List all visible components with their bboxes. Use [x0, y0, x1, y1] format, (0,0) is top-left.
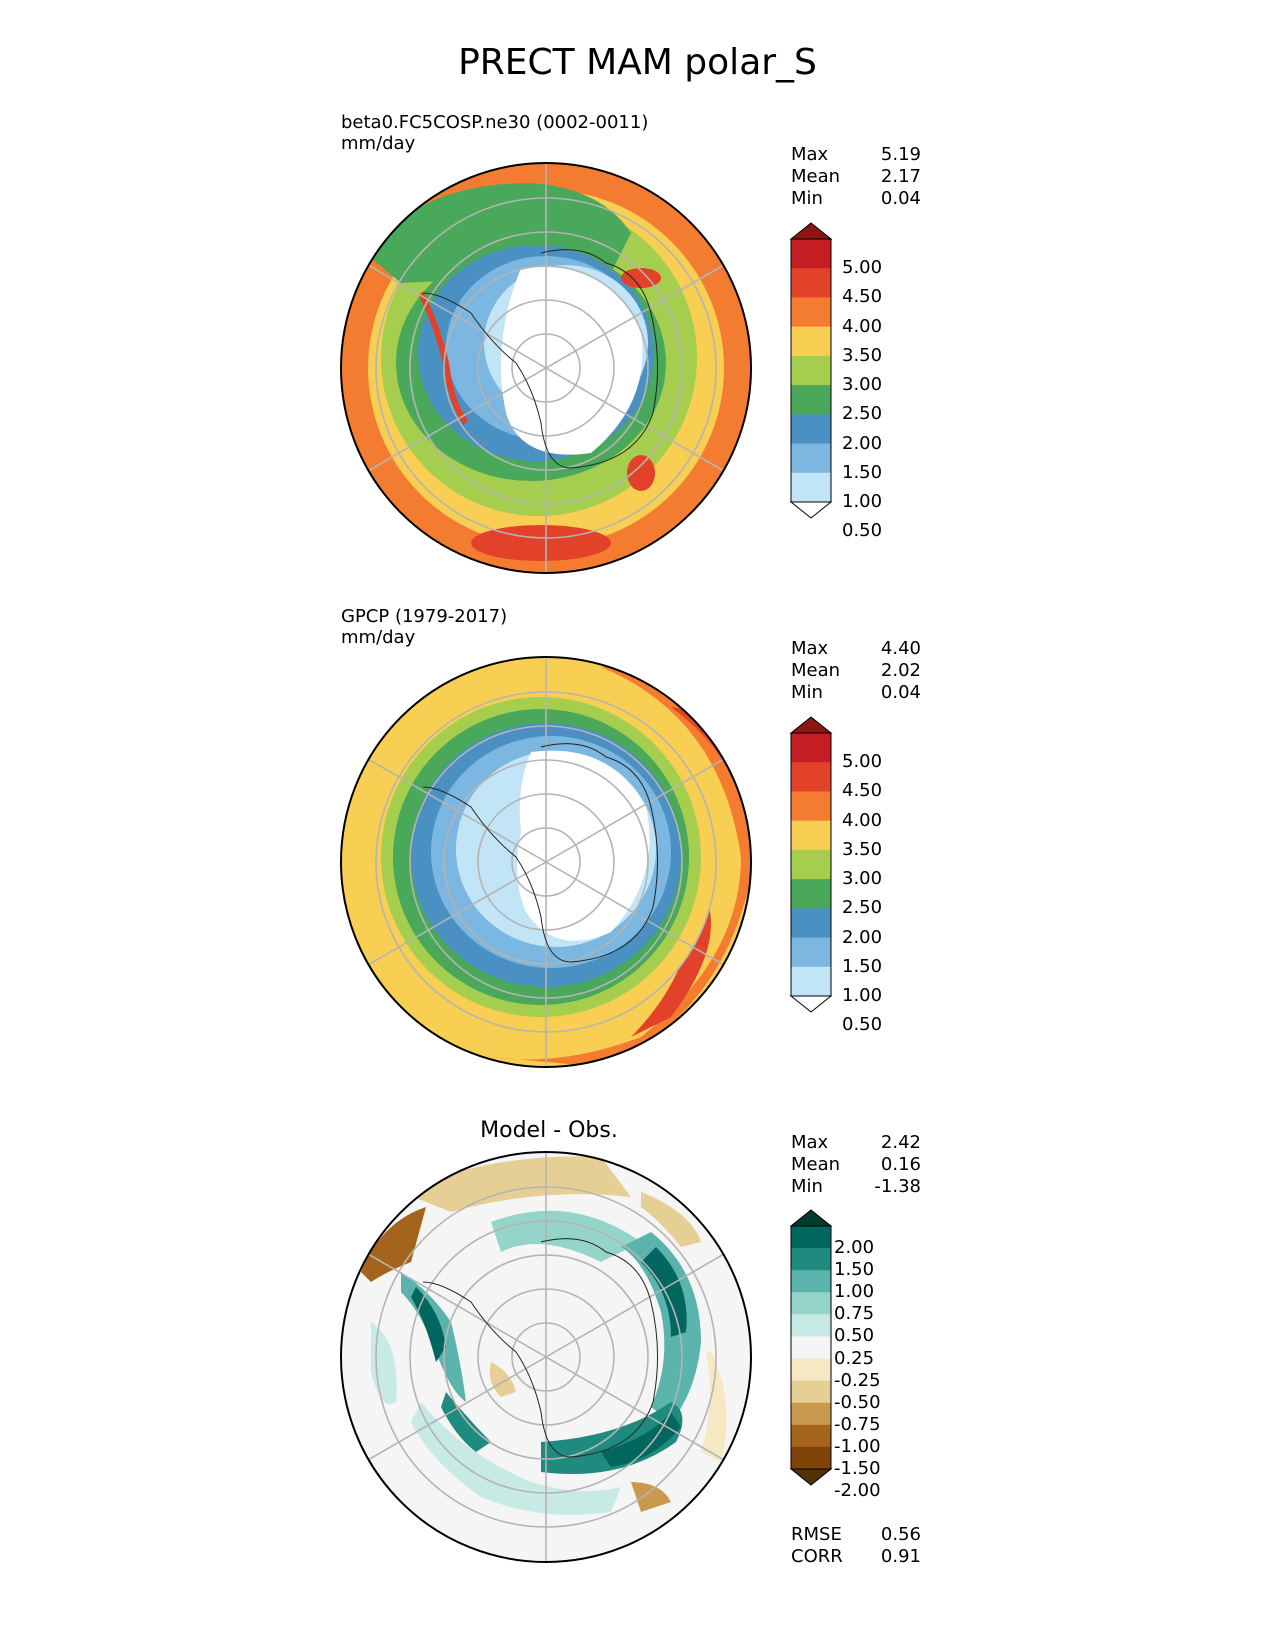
- panel-test-title-block: beta0.FC5COSP.ne30 (0002-0011) mm/day: [341, 112, 648, 154]
- colorbar-segment: [791, 1292, 831, 1315]
- colorbar-segment: [791, 966, 831, 997]
- panel-reference-title: GPCP (1979-2017): [341, 606, 508, 627]
- colorbar-segment: [791, 1424, 831, 1448]
- colorbar-segment: [791, 791, 831, 822]
- colorbar-frame: [790, 732, 832, 997]
- colorbar-segment: [791, 268, 831, 298]
- colorbar-tick-label: 1.00: [842, 491, 883, 512]
- colorbar-segment: [791, 1248, 831, 1271]
- colorbar-tick-label: -1.50: [834, 1458, 881, 1479]
- colorbar-segment: [791, 1402, 831, 1426]
- colorbar-test: [789, 222, 833, 519]
- colorbar-tick-label: 3.00: [842, 868, 883, 890]
- error-stats-diff: RMSE 0.56 CORR 0.91: [791, 1524, 921, 1567]
- panel-test-title: beta0.FC5COSP.ne30 (0002-0011): [341, 112, 649, 133]
- stats-diff: Max 2.42 Mean 0.16 Min -1.38: [791, 1132, 921, 1197]
- colorbar-tick-label: 3.00: [842, 374, 883, 396]
- colorbar-segment: [791, 762, 831, 792]
- colorbar-segment: [791, 385, 831, 415]
- colorbar-tick-label: 1.50: [842, 461, 883, 483]
- colorbar-segment: [791, 414, 831, 445]
- colorbar-segment: [791, 733, 831, 763]
- colorbar-segment: [791, 879, 831, 909]
- panel-reference-units: mm/day: [341, 627, 416, 648]
- colorbar-tick-label: 1.00: [842, 985, 883, 1006]
- colorbar-tick-label: -1.00: [834, 1435, 881, 1457]
- colorbar-segment: [791, 1226, 831, 1249]
- colorbar-tick-label: 0.25: [834, 1347, 875, 1369]
- colorbar-test-ticks: 5.00 4.50 4.00 3.50 3.00 2.50 2.00 1.50 1.00 0.50: [842, 223, 902, 541]
- colorbar-extend-min: [789, 995, 833, 1013]
- colorbar-tick-label: 3.50: [842, 838, 883, 860]
- colorbar-tick-label: 5.00: [842, 751, 883, 773]
- colorbar-segment: [791, 1446, 831, 1470]
- polar-map-test: [340, 162, 752, 574]
- stats-reference: Max 4.40 Mean 2.02 Min 0.04: [791, 638, 921, 703]
- colorbar-segment: [791, 1358, 831, 1382]
- colorbar-tick-label: 1.00: [834, 1281, 875, 1303]
- colorbar-segment: [791, 820, 831, 851]
- colorbar-segment: [791, 1380, 831, 1404]
- colorbar-tick-label: 0.50: [842, 520, 883, 542]
- colorbar-tick-label: 1.50: [834, 1259, 875, 1281]
- colorbar-tick-label: 2.00: [834, 1237, 875, 1259]
- colorbar-diff: [789, 1209, 833, 1486]
- colorbar-extend-max: [789, 716, 833, 734]
- colorbar-tick-label: 4.50: [842, 780, 883, 802]
- colorbar-frame: [790, 1225, 832, 1470]
- colorbar-segment: [791, 297, 831, 328]
- colorbar-tick-label: 0.50: [842, 1014, 883, 1036]
- colorbar-segment: [791, 239, 831, 269]
- colorbar-segment: [791, 326, 831, 357]
- colorbar-reference-ticks: 5.00 4.50 4.00 3.50 3.00 2.50 2.00 1.50 1.00 0.50: [842, 717, 902, 1035]
- colorbar-tick-label: 2.00: [842, 432, 883, 454]
- polar-map-diff: [340, 1151, 752, 1563]
- polar-map-reference: [340, 656, 752, 1068]
- colorbar-diff-ticks: 2.00 1.50 1.00 0.75 0.50 0.25 -0.25 -0.50 -0.75-…: [834, 1210, 904, 1501]
- colorbar-tick-label: 3.50: [842, 344, 883, 366]
- colorbar-segment: [791, 1336, 831, 1360]
- colorbar-segment: [791, 849, 831, 880]
- colorbar-segment: [791, 355, 831, 386]
- colorbar-tick-label: 0.50: [834, 1325, 875, 1347]
- colorbar-tick-label: -0.25: [834, 1369, 881, 1391]
- colorbar-tick-label: 4.50: [842, 286, 883, 308]
- colorbar-tick-label: -0.75: [834, 1413, 881, 1435]
- colorbar-tick-label: 4.00: [842, 809, 883, 831]
- colorbar-tick-label: 5.00: [842, 257, 883, 279]
- stats-test: Max 5.19 Mean 2.17 Min 0.04: [791, 144, 921, 209]
- colorbar-tick-label: 4.00: [842, 315, 883, 337]
- colorbar-extend-min: [789, 501, 833, 519]
- panel-diff-title: Model - Obs.: [480, 1118, 618, 1143]
- colorbar-segment: [791, 1270, 831, 1293]
- colorbar-extend-max: [789, 1209, 833, 1227]
- colorbar-reference: [789, 716, 833, 1013]
- figure-title: PRECT MAM polar_S: [458, 42, 817, 83]
- colorbar-frame: [790, 238, 832, 503]
- colorbar-tick-label: 2.50: [842, 403, 883, 425]
- colorbar-segment: [791, 937, 831, 968]
- colorbar-tick-label: 1.50: [842, 955, 883, 977]
- colorbar-tick-label: -0.50: [834, 1391, 881, 1413]
- panel-test-units: mm/day: [341, 133, 416, 154]
- colorbar-segment: [791, 908, 831, 939]
- colorbar-tick-label: 2.50: [842, 897, 883, 919]
- colorbar-segment: [791, 443, 831, 474]
- colorbar-tick-label: 2.00: [842, 926, 883, 948]
- colorbar-segment: [791, 1314, 831, 1337]
- colorbar-segment: [791, 472, 831, 503]
- panel-reference-title-block: GPCP (1979-2017) mm/day: [341, 606, 507, 648]
- colorbar-extend-min: [789, 1468, 833, 1486]
- colorbar-tick-label: -2.00: [834, 1480, 881, 1502]
- colorbar-tick-label: 0.75: [834, 1303, 875, 1325]
- colorbar-extend-max: [789, 222, 833, 240]
